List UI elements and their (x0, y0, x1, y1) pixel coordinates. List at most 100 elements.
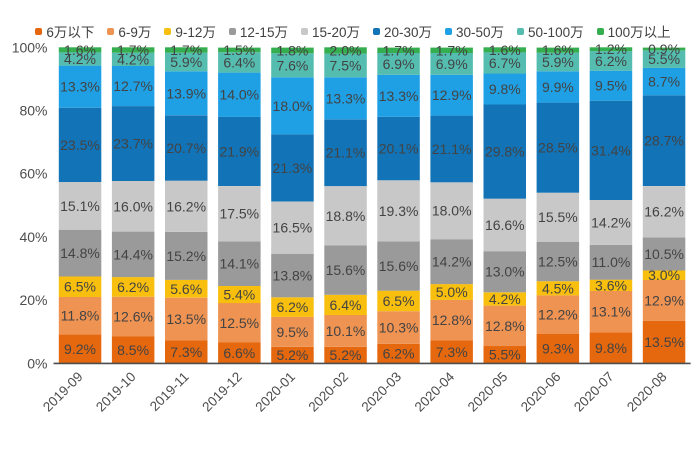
svg-text:13.0%: 13.0% (485, 264, 525, 280)
svg-text:0%: 0% (27, 355, 47, 371)
svg-text:15.1%: 15.1% (60, 198, 100, 214)
svg-text:6.5%: 6.5% (64, 279, 96, 295)
svg-text:10.5%: 10.5% (644, 246, 684, 262)
svg-text:14.2%: 14.2% (432, 254, 472, 270)
svg-text:11.0%: 11.0% (592, 254, 631, 270)
svg-text:1.6%: 1.6% (542, 42, 574, 58)
svg-text:7.5%: 7.5% (330, 58, 362, 74)
svg-text:2020-08: 2020-08 (624, 369, 670, 415)
svg-text:5.5%: 5.5% (489, 347, 521, 363)
svg-text:8.7%: 8.7% (648, 74, 680, 90)
svg-text:6.4%: 6.4% (223, 55, 255, 71)
svg-text:1.7%: 1.7% (436, 42, 468, 58)
svg-text:14.8%: 14.8% (60, 245, 100, 261)
svg-text:14.4%: 14.4% (113, 246, 153, 262)
svg-text:19.3%: 19.3% (379, 203, 419, 219)
svg-text:13.8%: 13.8% (273, 268, 313, 284)
svg-text:3.6%: 3.6% (595, 277, 627, 293)
svg-text:20%: 20% (19, 292, 47, 308)
svg-text:3.0%: 3.0% (648, 267, 680, 283)
svg-text:6.7%: 6.7% (489, 55, 521, 71)
svg-text:11.8%: 11.8% (61, 308, 100, 324)
svg-text:18.8%: 18.8% (326, 208, 366, 224)
svg-text:6.4%: 6.4% (330, 297, 362, 313)
svg-text:9.5%: 9.5% (595, 78, 627, 94)
svg-text:13.5%: 13.5% (644, 334, 684, 350)
svg-text:28.5%: 28.5% (538, 140, 578, 156)
svg-text:4.2%: 4.2% (64, 51, 96, 67)
svg-text:20.1%: 20.1% (379, 141, 419, 157)
svg-text:2019-12: 2019-12 (199, 369, 245, 415)
svg-text:2020-01: 2020-01 (252, 369, 298, 415)
svg-text:16.5%: 16.5% (273, 220, 313, 236)
svg-text:5.9%: 5.9% (542, 54, 574, 70)
svg-text:12.9%: 12.9% (644, 292, 684, 308)
svg-text:6.2%: 6.2% (595, 53, 627, 69)
svg-text:2020-05: 2020-05 (465, 369, 511, 415)
svg-text:9.8%: 9.8% (595, 340, 627, 356)
svg-text:13.9%: 13.9% (166, 85, 206, 101)
svg-text:16.0%: 16.0% (113, 198, 153, 214)
svg-text:2020-04: 2020-04 (412, 369, 458, 415)
svg-text:13.3%: 13.3% (60, 79, 100, 95)
svg-text:6.6%: 6.6% (223, 345, 255, 361)
svg-text:9.9%: 9.9% (542, 79, 574, 95)
svg-text:31.4%: 31.4% (591, 142, 631, 158)
svg-text:12.7%: 12.7% (113, 78, 153, 94)
svg-text:28.7%: 28.7% (644, 133, 684, 149)
svg-text:9.5%: 9.5% (276, 324, 308, 340)
svg-text:6.9%: 6.9% (383, 56, 415, 72)
svg-text:12.6%: 12.6% (113, 309, 153, 325)
svg-text:1.2%: 1.2% (595, 41, 627, 57)
svg-text:21.3%: 21.3% (273, 160, 313, 176)
svg-text:13.3%: 13.3% (379, 88, 419, 104)
svg-text:7.6%: 7.6% (276, 57, 308, 73)
svg-text:16.2%: 16.2% (166, 198, 206, 214)
svg-text:12.9%: 12.9% (432, 87, 472, 103)
svg-text:14.1%: 14.1% (219, 256, 259, 272)
svg-text:23.7%: 23.7% (113, 136, 153, 152)
svg-text:5.6%: 5.6% (170, 281, 202, 297)
svg-text:2019-11: 2019-11 (147, 369, 192, 414)
svg-text:2.0%: 2.0% (330, 43, 362, 59)
svg-text:14.0%: 14.0% (219, 87, 259, 103)
svg-text:100%: 100% (12, 39, 48, 55)
svg-text:2020-03: 2020-03 (359, 369, 405, 415)
svg-text:1.6%: 1.6% (64, 42, 96, 58)
svg-text:9.3%: 9.3% (542, 341, 574, 357)
svg-text:2019-09: 2019-09 (40, 369, 86, 415)
svg-text:16.2%: 16.2% (644, 204, 684, 220)
svg-text:12.2%: 12.2% (538, 307, 578, 323)
svg-text:20.7%: 20.7% (166, 140, 206, 156)
svg-text:1.6%: 1.6% (489, 42, 521, 58)
svg-text:4.2%: 4.2% (489, 291, 521, 307)
svg-text:18.0%: 18.0% (273, 98, 313, 114)
svg-text:15.2%: 15.2% (166, 248, 206, 264)
svg-text:6.9%: 6.9% (436, 56, 468, 72)
svg-text:8.5%: 8.5% (117, 342, 149, 358)
svg-text:2020-02: 2020-02 (305, 369, 351, 415)
svg-text:15.6%: 15.6% (326, 262, 366, 278)
svg-text:1.7%: 1.7% (170, 42, 202, 58)
svg-text:14.2%: 14.2% (591, 214, 631, 230)
svg-text:10.3%: 10.3% (379, 320, 419, 336)
svg-text:6.2%: 6.2% (276, 299, 308, 315)
svg-text:23.5%: 23.5% (60, 137, 100, 153)
svg-text:29.8%: 29.8% (485, 144, 525, 160)
svg-text:4.5%: 4.5% (542, 280, 574, 296)
svg-text:6.5%: 6.5% (383, 293, 415, 309)
svg-text:4.2%: 4.2% (117, 51, 149, 67)
svg-text:6.2%: 6.2% (117, 279, 149, 295)
svg-text:6.2%: 6.2% (383, 346, 415, 362)
svg-text:1.7%: 1.7% (117, 42, 149, 58)
svg-text:9.8%: 9.8% (489, 81, 521, 97)
svg-text:17.5%: 17.5% (219, 206, 259, 222)
svg-text:60%: 60% (19, 166, 47, 182)
svg-text:40%: 40% (19, 229, 47, 245)
svg-text:13.5%: 13.5% (166, 311, 206, 327)
svg-text:21.9%: 21.9% (219, 144, 259, 160)
svg-text:7.3%: 7.3% (436, 344, 468, 360)
svg-text:18.0%: 18.0% (432, 203, 472, 219)
svg-text:5.9%: 5.9% (170, 54, 202, 70)
svg-text:1.8%: 1.8% (276, 43, 308, 59)
